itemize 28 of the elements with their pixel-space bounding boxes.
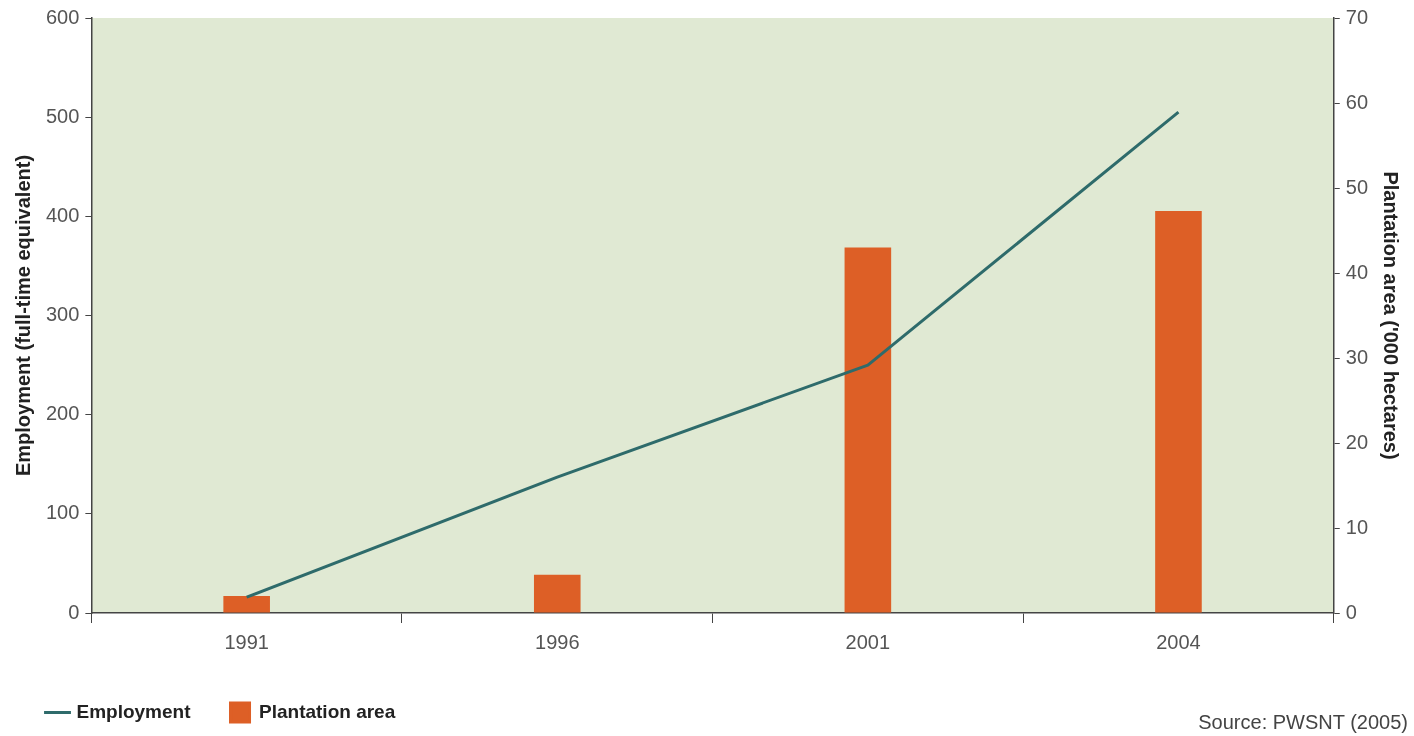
y-tick-label: 500 [45,104,80,127]
bar [223,596,270,613]
source-note: Source: PWSNT (2005) [1198,711,1408,734]
y-tick-label: 100 [45,501,80,524]
y2-tick-label: 10 [1345,515,1368,538]
y2-axis-title: Plantation area ('000 hectares) [1380,171,1403,460]
y2-tick-label: 60 [1345,90,1368,113]
bar [1155,210,1202,613]
y-tick-label: 400 [45,203,80,226]
y2-tick-label: 50 [1345,175,1368,198]
y2-tick-label: 20 [1345,430,1368,453]
y-tick-label: 200 [45,402,80,425]
y-tick-label: 600 [45,5,80,28]
y-axis-title: Employment (full-time equivalent) [11,154,34,477]
x-tick-label: 2004 [1156,630,1201,653]
y2-tick-label: 0 [1345,600,1357,623]
bar [844,247,892,613]
y2-tick-label: 70 [1345,5,1368,28]
y-tick-label: 0 [68,600,80,623]
legend-label: Plantation area [259,700,396,722]
legend-label: Employment [76,700,192,722]
x-tick-label: 1996 [535,630,580,653]
y-tick-label: 300 [45,303,80,326]
x-tick-label: 1991 [224,630,269,653]
y2-tick-label: 40 [1345,260,1368,283]
x-tick-label: 2001 [845,630,891,653]
y2-tick-label: 30 [1345,345,1368,368]
bar [533,574,581,613]
